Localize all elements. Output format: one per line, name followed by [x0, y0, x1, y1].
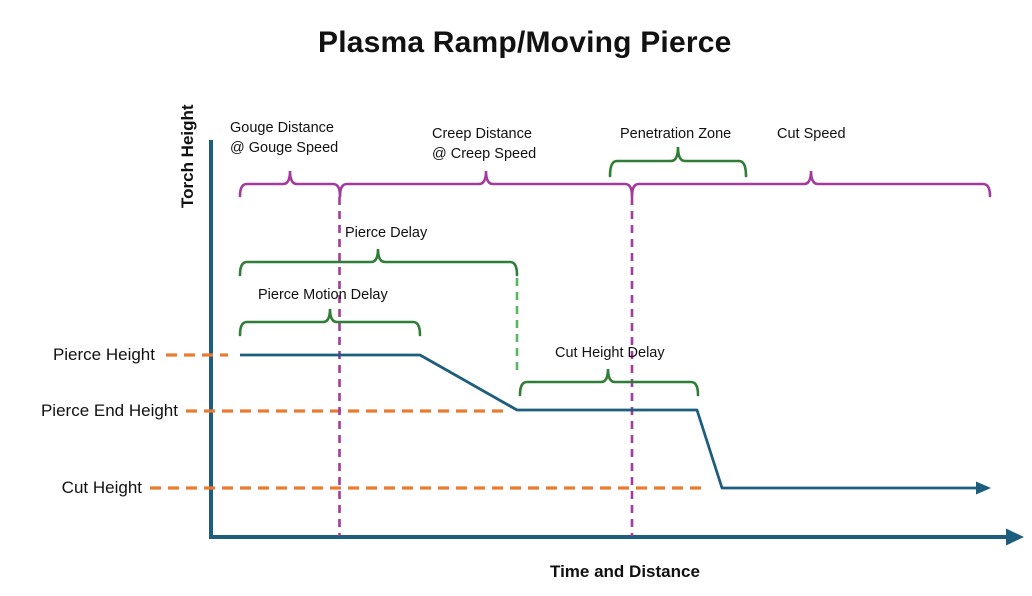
- pierce-end-height-label: Pierce End Height: [40, 401, 178, 420]
- pierce-delay-brace: [238, 248, 519, 277]
- cut-height-label: Cut Height: [61, 478, 142, 497]
- pierce-delay-label: Pierce Delay: [345, 225, 428, 241]
- creep-zone-label-line1: Creep Distance: [432, 126, 532, 142]
- cut-height-delay-label: Cut Height Delay: [555, 345, 665, 361]
- cut-speed-zone-brace: [630, 170, 992, 198]
- torch-profile-line: [240, 353, 978, 490]
- page-title: Plasma Ramp/Moving Pierce: [318, 26, 732, 59]
- creep-zone-label: Creep Distance @ Creep Speed: [432, 124, 536, 164]
- x-axis-arrow-icon: [1006, 528, 1024, 546]
- pierce-motion-delay-brace: [238, 308, 422, 337]
- x-axis-label: Time and Distance: [550, 562, 700, 581]
- gouge-zone-brace: [238, 170, 342, 198]
- pierce-motion-delay-label: Pierce Motion Delay: [258, 287, 388, 303]
- gouge-zone-label: Gouge Distance @ Gouge Speed: [230, 118, 338, 158]
- y-axis-label: Torch Height: [178, 104, 197, 208]
- gouge-zone-label-line2: @ Gouge Speed: [230, 140, 339, 156]
- creep-zone-label-line2: @ Creep Speed: [432, 146, 537, 162]
- cut-height-delay-brace: [518, 368, 700, 397]
- penetration-zone-label: Penetration Zone: [620, 126, 732, 142]
- pierce-height-label: Pierce Height: [52, 345, 155, 364]
- penetration-zone-brace: [608, 146, 748, 178]
- cut-speed-label: Cut Speed: [777, 126, 846, 142]
- torch-profile-arrow-icon: [976, 481, 991, 495]
- creep-zone-brace: [338, 170, 634, 198]
- gouge-zone-label-line1: Gouge Distance: [230, 120, 334, 136]
